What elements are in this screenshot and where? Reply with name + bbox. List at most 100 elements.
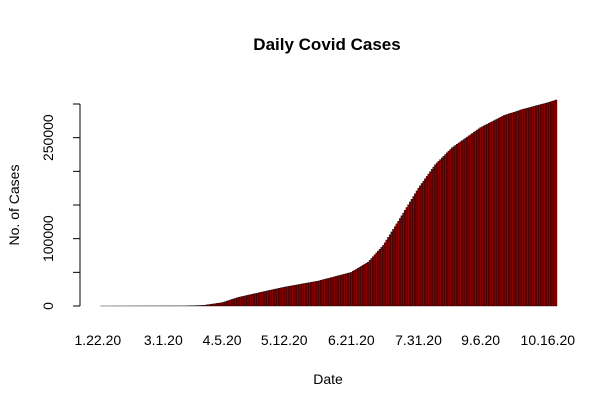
bar (210, 303, 214, 307)
bar (493, 120, 496, 307)
bar (459, 141, 462, 307)
bar (399, 218, 402, 307)
bar (533, 106, 536, 307)
bar (311, 281, 314, 307)
bar (513, 111, 516, 307)
bar (256, 292, 259, 307)
bar (360, 266, 363, 307)
y-tick-label: 0 (40, 302, 56, 310)
bar (299, 283, 302, 307)
bar (303, 283, 306, 307)
bar (363, 264, 366, 307)
bar (252, 293, 255, 307)
bar (239, 296, 242, 307)
bar (380, 247, 383, 307)
bar (477, 128, 480, 307)
bar (362, 265, 365, 307)
bar (451, 147, 454, 307)
bar (259, 292, 262, 307)
bar (454, 145, 457, 307)
bar (222, 301, 225, 307)
bar (546, 102, 549, 307)
bar (486, 123, 489, 307)
bar (397, 220, 400, 307)
bar (242, 295, 245, 307)
bar (407, 204, 410, 307)
bar (496, 118, 499, 307)
bar (476, 129, 479, 307)
bar (204, 304, 207, 307)
bar (434, 164, 437, 307)
bar (541, 103, 544, 307)
bar (523, 108, 526, 307)
bar (456, 144, 459, 307)
bar (471, 133, 474, 307)
bar (276, 288, 279, 307)
bar (414, 193, 417, 307)
bar (387, 237, 390, 307)
bar (521, 109, 524, 307)
bar (298, 284, 301, 307)
bar (395, 223, 398, 307)
bar (219, 302, 222, 307)
y-axis-ticks: 0 100000 250000 (40, 103, 80, 310)
bar (551, 100, 554, 307)
bar (491, 121, 494, 307)
bar (365, 263, 368, 307)
bar (540, 104, 543, 307)
bar (529, 106, 532, 307)
x-tick-label: 6.21.20 (328, 332, 375, 348)
bar (313, 281, 316, 307)
bar (348, 272, 351, 307)
bar (286, 286, 289, 307)
bar (446, 152, 449, 307)
bar (516, 110, 519, 307)
bar (489, 122, 492, 307)
bar (264, 291, 267, 307)
bar (383, 242, 386, 307)
bar (461, 140, 464, 307)
x-tick-label: 4.5.20 (203, 332, 242, 348)
bar (269, 289, 272, 307)
bar (528, 107, 531, 307)
bar (294, 284, 297, 307)
bar (308, 282, 311, 307)
bar (246, 295, 249, 307)
bar (481, 126, 484, 307)
bar (464, 138, 467, 307)
bar (330, 277, 333, 307)
bar (390, 231, 393, 307)
bar (268, 290, 271, 307)
bar (236, 297, 239, 307)
bar (452, 146, 455, 307)
bar (241, 296, 244, 307)
bar (373, 254, 376, 307)
bar (499, 117, 502, 307)
bar (469, 134, 472, 307)
bar (402, 212, 405, 307)
bar (548, 101, 551, 307)
bar (207, 304, 210, 307)
bar (244, 295, 247, 307)
bar (323, 279, 326, 307)
bar (335, 276, 338, 307)
bar (284, 286, 287, 307)
y-axis-label: No. of Cases (6, 165, 22, 246)
bar (325, 278, 328, 307)
bar (472, 132, 475, 307)
x-axis-tick-labels: 1.22.20 3.1.20 4.5.20 5.12.20 6.21.20 7.31.20… (74, 332, 575, 348)
bar (291, 285, 294, 307)
bar (257, 292, 261, 307)
bar (427, 173, 430, 307)
bar (305, 283, 308, 307)
bar (449, 149, 452, 307)
bar (382, 245, 385, 307)
bar (320, 280, 323, 307)
bar (338, 275, 341, 307)
bar (283, 286, 286, 307)
bar (343, 273, 346, 307)
bar (367, 262, 370, 307)
bar (232, 298, 235, 307)
bar (543, 103, 546, 307)
bar (531, 106, 534, 307)
